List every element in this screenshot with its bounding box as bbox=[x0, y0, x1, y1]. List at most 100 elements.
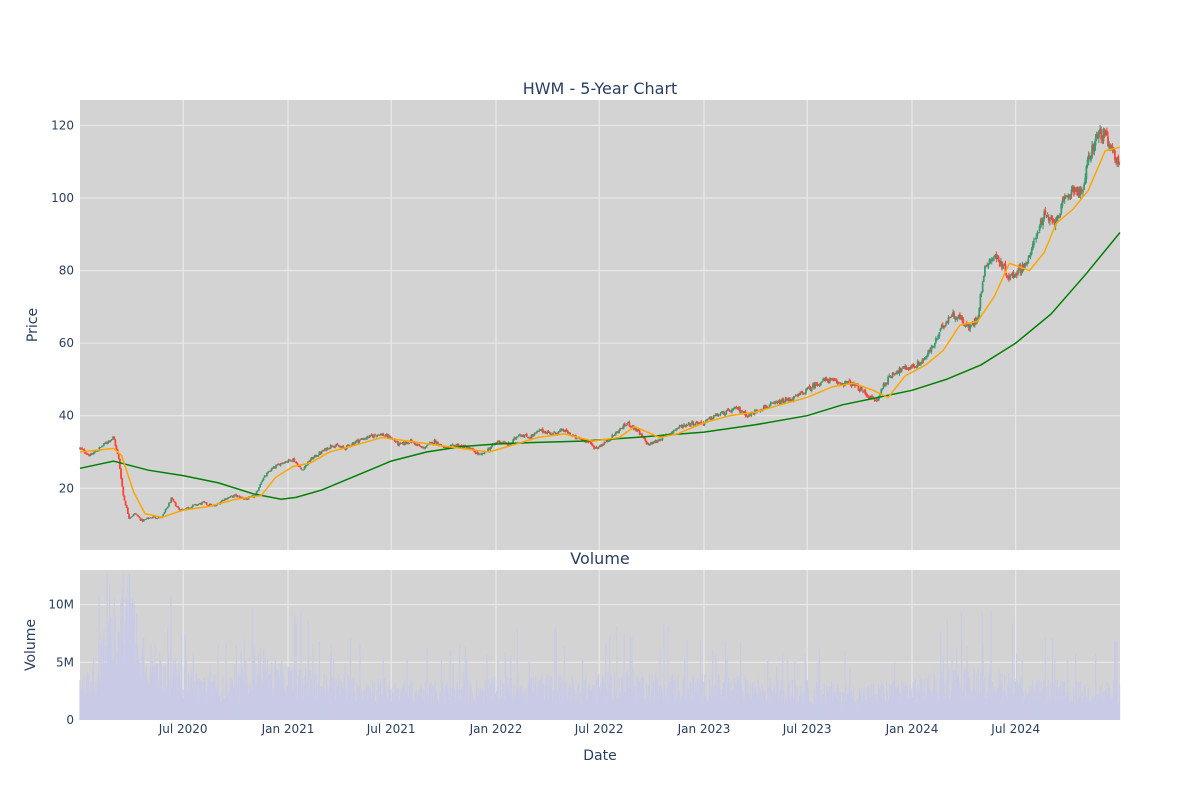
candle-body bbox=[956, 317, 959, 320]
volume-bar bbox=[882, 684, 884, 720]
volume-bar bbox=[739, 678, 741, 720]
volume-bar bbox=[351, 696, 353, 720]
candle-body bbox=[109, 440, 112, 442]
candle-body bbox=[829, 378, 831, 383]
candle-body bbox=[593, 445, 595, 449]
candle-body bbox=[446, 446, 448, 449]
volume-bar bbox=[1116, 640, 1118, 720]
volume-bar bbox=[357, 700, 359, 720]
volume-bar bbox=[367, 683, 369, 720]
candle-body bbox=[1017, 270, 1019, 274]
volume-bar bbox=[775, 692, 777, 720]
x-tick-label: Jul 2024 bbox=[990, 722, 1040, 736]
candle-body bbox=[203, 501, 206, 503]
candle-body bbox=[201, 502, 203, 505]
volume-bar bbox=[225, 642, 227, 720]
candle-body bbox=[500, 442, 503, 444]
candle-body bbox=[762, 405, 765, 410]
candle-body bbox=[597, 447, 600, 449]
candle-body bbox=[928, 350, 930, 353]
candle-body bbox=[137, 515, 140, 517]
volume-bar bbox=[691, 699, 693, 720]
volume-bar bbox=[241, 667, 243, 720]
candle-body bbox=[770, 402, 773, 404]
volume-bar bbox=[128, 632, 130, 720]
volume-bar bbox=[315, 675, 317, 720]
candle-body bbox=[1047, 217, 1050, 221]
volume-bar bbox=[469, 682, 471, 720]
volume-bar bbox=[965, 667, 967, 720]
volume-bar bbox=[163, 690, 166, 720]
volume-bar bbox=[637, 681, 640, 720]
volume-bar bbox=[643, 699, 645, 720]
candle-body bbox=[903, 366, 905, 369]
volume-bar bbox=[290, 669, 292, 720]
volume-bar bbox=[216, 686, 218, 720]
candle-body bbox=[808, 386, 811, 389]
volume-bar bbox=[787, 659, 789, 720]
volume-bar bbox=[504, 652, 506, 720]
candle-body bbox=[985, 265, 987, 267]
volume-bar bbox=[800, 690, 802, 720]
volume-bar bbox=[804, 654, 806, 720]
volume-bar bbox=[615, 697, 617, 720]
volume-bar bbox=[867, 688, 869, 720]
volume-bar bbox=[152, 665, 154, 720]
candle-body bbox=[609, 440, 611, 442]
candle-body bbox=[315, 455, 317, 457]
candle-body bbox=[81, 448, 84, 450]
candle-body bbox=[961, 316, 964, 321]
candle-body bbox=[865, 393, 868, 396]
candle-body bbox=[1075, 187, 1078, 192]
candle-body bbox=[220, 500, 223, 503]
volume-bar bbox=[1118, 702, 1120, 720]
candle-body bbox=[84, 452, 87, 454]
candle-body bbox=[1015, 273, 1018, 276]
candle-body bbox=[367, 436, 370, 439]
volume-bar bbox=[589, 690, 592, 720]
volume-bar bbox=[672, 674, 674, 720]
candle-body bbox=[994, 255, 997, 257]
volume-bar bbox=[662, 700, 664, 720]
candle-body bbox=[294, 461, 297, 463]
candle-body bbox=[338, 446, 341, 448]
candle-body bbox=[481, 453, 484, 455]
volume-bar bbox=[700, 640, 702, 720]
volume-bar bbox=[1093, 701, 1095, 720]
volume-bar bbox=[161, 688, 163, 720]
volume-bar bbox=[329, 685, 331, 720]
volume-bar bbox=[755, 686, 757, 720]
volume-bar bbox=[526, 699, 529, 720]
candle-body bbox=[480, 453, 483, 455]
candle-body bbox=[980, 291, 983, 294]
volume-bar bbox=[1048, 702, 1050, 720]
candle-body bbox=[639, 433, 642, 435]
candle-body bbox=[476, 452, 479, 455]
candle-body bbox=[603, 442, 606, 445]
volume-bar bbox=[443, 701, 446, 720]
candle-body bbox=[742, 412, 745, 414]
volume-bar bbox=[380, 679, 382, 720]
candle-body bbox=[181, 508, 184, 510]
volume-bar bbox=[270, 662, 273, 720]
volume-bar bbox=[1057, 700, 1059, 720]
candle-body bbox=[1027, 258, 1030, 263]
candle-body bbox=[1035, 237, 1038, 239]
volume-bar bbox=[518, 698, 521, 720]
candle-body bbox=[432, 442, 435, 445]
candle-body bbox=[121, 478, 124, 487]
candle-body bbox=[1007, 275, 1010, 280]
candle-body bbox=[178, 507, 181, 510]
volume-bar bbox=[174, 661, 176, 720]
volume-bar bbox=[661, 693, 663, 720]
candle-body bbox=[795, 395, 798, 397]
volume-bar bbox=[698, 684, 700, 720]
volume-bar bbox=[440, 658, 443, 720]
volume-bar bbox=[731, 690, 733, 720]
volume-bar bbox=[240, 652, 242, 720]
volume-bar bbox=[549, 687, 551, 720]
candle-body bbox=[948, 316, 951, 318]
volume-bar bbox=[852, 686, 854, 720]
volume-bar bbox=[266, 679, 268, 720]
